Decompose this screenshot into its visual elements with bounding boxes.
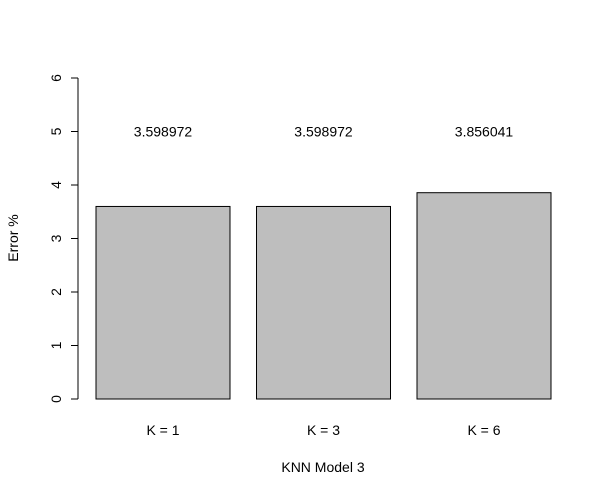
y-tick-label: 4: [48, 181, 64, 189]
bar-value-label: 3.598972: [134, 124, 193, 140]
bar: [256, 205, 391, 400]
bar: [95, 205, 231, 400]
y-tick-label: 3: [48, 234, 64, 242]
y-tick-label: 5: [48, 127, 64, 135]
x-tick-label: K = 6: [467, 422, 500, 438]
value-labels-layer: 3.598972 3.598972 3.856041: [134, 124, 514, 140]
bar: [416, 192, 552, 400]
x-axis-label: KNN Model 3: [281, 459, 364, 475]
y-tick-label: 0: [48, 395, 64, 403]
x-tick-label: K = 3: [307, 422, 340, 438]
bar-value-label: 3.598972: [294, 124, 353, 140]
x-tick-labels: K = 1 K = 3 K = 6: [146, 422, 500, 438]
bar-value-label: 3.856041: [455, 124, 514, 140]
y-tick-label: 6: [48, 74, 64, 82]
y-axis-label: Error %: [5, 214, 21, 261]
y-tick-label: 2: [48, 288, 64, 296]
bars-layer: [95, 192, 552, 400]
y-tick-label: 1: [48, 341, 64, 349]
y-axis: 0 1 2 3 4 5 6: [48, 74, 79, 403]
x-tick-label: K = 1: [146, 422, 179, 438]
